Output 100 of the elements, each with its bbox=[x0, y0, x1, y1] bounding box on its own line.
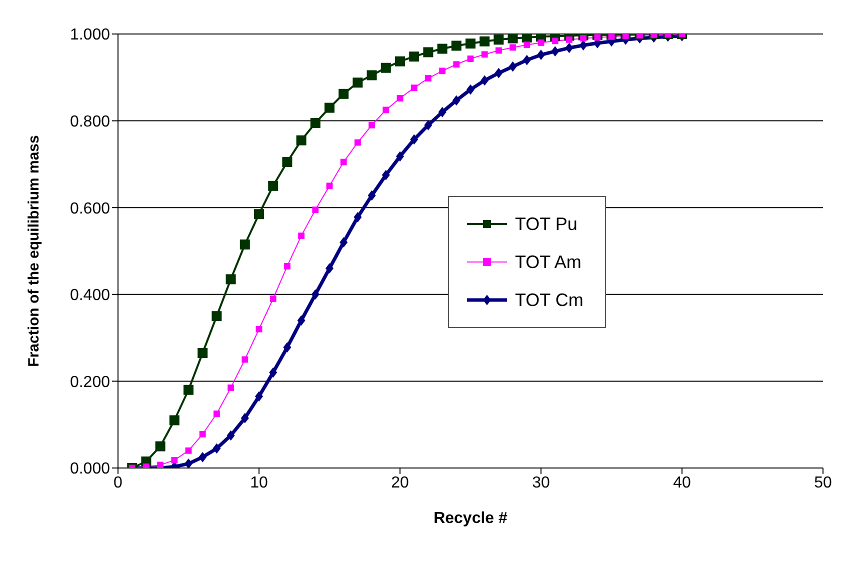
y-tick-label: 0.800 bbox=[70, 113, 110, 130]
point bbox=[423, 47, 434, 58]
point bbox=[226, 430, 235, 441]
point bbox=[466, 84, 474, 95]
y-tick-label: 0.400 bbox=[70, 287, 110, 304]
point bbox=[340, 158, 347, 166]
point bbox=[240, 239, 250, 250]
point bbox=[352, 78, 363, 88]
point bbox=[311, 289, 320, 300]
point bbox=[284, 262, 290, 270]
legend-label: TOT Cm bbox=[515, 290, 584, 310]
point bbox=[338, 88, 349, 99]
point bbox=[185, 447, 192, 454]
x-tick-label: 20 bbox=[391, 474, 409, 492]
point bbox=[438, 106, 446, 118]
point bbox=[537, 50, 545, 60]
x-tick-label: 50 bbox=[814, 474, 832, 492]
y-tick-label: 0.000 bbox=[70, 460, 110, 478]
point bbox=[199, 430, 206, 438]
x-tick-label: 30 bbox=[532, 474, 550, 492]
point bbox=[382, 170, 390, 180]
legend-label: TOT Pu bbox=[515, 214, 578, 234]
point bbox=[240, 412, 249, 424]
point bbox=[510, 44, 516, 51]
point bbox=[395, 56, 405, 66]
point bbox=[410, 134, 418, 145]
point bbox=[396, 151, 404, 162]
point bbox=[538, 39, 544, 46]
point bbox=[524, 42, 530, 48]
point bbox=[324, 102, 334, 113]
x-tick-label: 10 bbox=[250, 474, 268, 492]
point bbox=[508, 34, 518, 44]
point bbox=[184, 458, 192, 468]
point bbox=[282, 157, 292, 168]
point bbox=[494, 34, 504, 45]
point bbox=[312, 206, 319, 213]
point bbox=[297, 315, 306, 326]
point bbox=[466, 38, 476, 49]
point bbox=[382, 106, 390, 114]
point bbox=[198, 348, 208, 358]
y-axis-title: Fraction of the equilibrium mass bbox=[25, 135, 42, 367]
point bbox=[255, 391, 263, 402]
point bbox=[522, 34, 532, 42]
point bbox=[494, 68, 503, 78]
x-tick-label: 40 bbox=[673, 474, 691, 492]
point bbox=[508, 61, 517, 72]
point bbox=[424, 120, 432, 130]
point bbox=[425, 75, 432, 82]
point bbox=[171, 456, 178, 464]
point bbox=[268, 180, 278, 191]
point bbox=[298, 232, 304, 240]
point bbox=[380, 62, 391, 73]
point bbox=[340, 237, 348, 248]
point bbox=[451, 40, 462, 51]
point bbox=[480, 75, 489, 86]
point bbox=[496, 47, 502, 54]
point bbox=[354, 139, 361, 146]
point bbox=[212, 311, 222, 322]
point bbox=[169, 415, 180, 426]
point bbox=[184, 384, 194, 395]
point bbox=[565, 42, 574, 54]
point bbox=[453, 61, 460, 68]
y-tick-label: 0.600 bbox=[70, 200, 110, 218]
point bbox=[326, 263, 334, 274]
point bbox=[254, 209, 264, 220]
point bbox=[368, 190, 376, 201]
point bbox=[212, 443, 221, 454]
point bbox=[310, 118, 320, 128]
point bbox=[354, 212, 362, 222]
point bbox=[155, 441, 166, 452]
point bbox=[226, 274, 236, 284]
point bbox=[467, 56, 474, 62]
point bbox=[579, 40, 588, 50]
x-tick-label: 0 bbox=[114, 474, 123, 492]
point bbox=[326, 182, 333, 190]
point bbox=[437, 44, 448, 54]
point bbox=[481, 51, 488, 58]
point bbox=[269, 367, 278, 378]
point bbox=[396, 95, 404, 102]
point bbox=[551, 46, 560, 57]
point bbox=[256, 326, 262, 332]
point bbox=[409, 52, 420, 62]
point bbox=[452, 95, 460, 106]
legend-label: TOT Am bbox=[515, 252, 582, 272]
point bbox=[214, 410, 220, 417]
point bbox=[368, 122, 375, 128]
point bbox=[283, 342, 292, 353]
point bbox=[410, 84, 418, 92]
y-tick-label: 1.000 bbox=[70, 26, 110, 44]
point bbox=[522, 54, 531, 66]
x-axis-title: Recycle # bbox=[434, 510, 508, 527]
point bbox=[270, 296, 276, 302]
point bbox=[242, 356, 248, 363]
point bbox=[366, 70, 377, 80]
y-tick-label: 0.200 bbox=[70, 374, 110, 391]
point bbox=[296, 135, 306, 146]
point bbox=[480, 36, 490, 46]
point bbox=[439, 68, 446, 74]
point bbox=[198, 452, 207, 462]
point bbox=[228, 384, 234, 391]
